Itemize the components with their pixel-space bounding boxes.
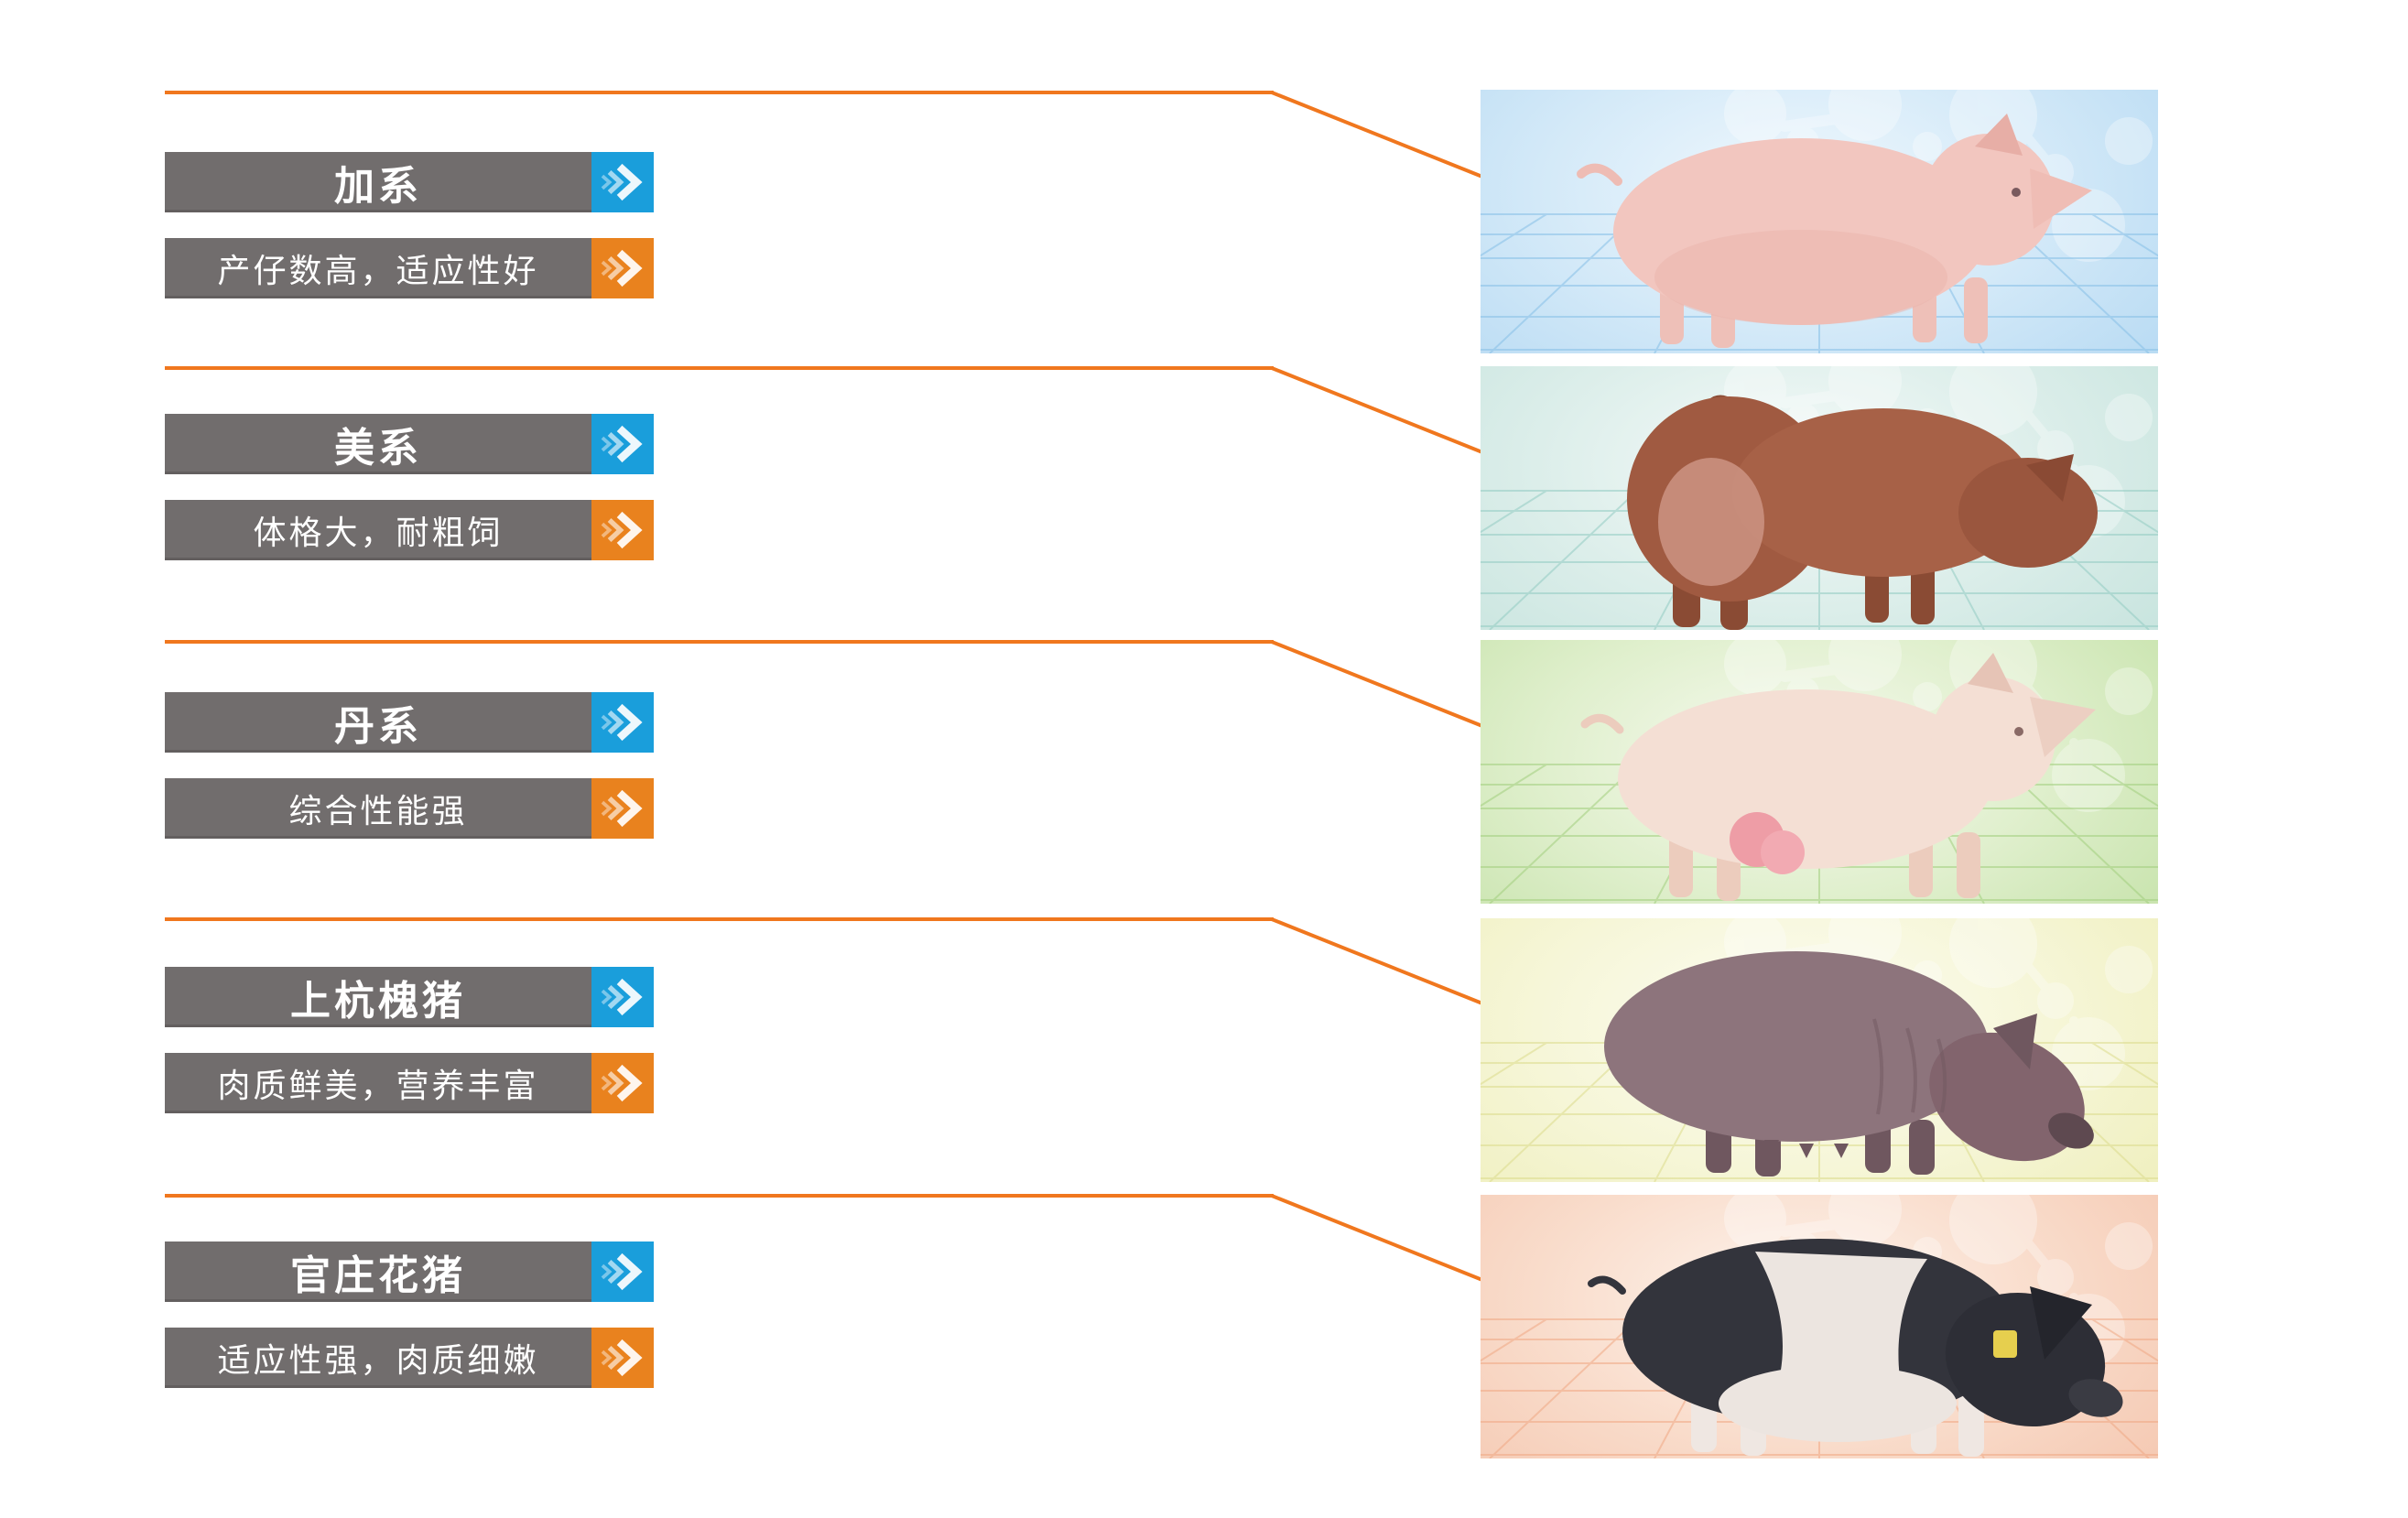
breed-title: 加系 (165, 152, 591, 212)
connector-line-horizontal (165, 366, 1274, 370)
connector-line-horizontal (165, 917, 1274, 921)
breed-desc: 适应性强，肉质细嫩 (165, 1328, 591, 1388)
breed-title-more-button[interactable] (591, 414, 654, 474)
breed-title-bar: 丹系 (165, 692, 654, 753)
breed-photo-panel (1481, 366, 2158, 630)
breed-desc-more-button[interactable] (591, 1328, 654, 1388)
breed-title-more-button[interactable] (591, 692, 654, 753)
breed-title-bar: 官庄花猪 (165, 1242, 654, 1302)
chevron-double-right-icon (596, 418, 649, 470)
breed-desc-bar: 综合性能强 (165, 778, 654, 839)
breed-desc: 综合性能强 (165, 778, 591, 839)
breed-title: 官庄花猪 (165, 1242, 591, 1302)
breed-desc: 肉质鲜美，营养丰富 (165, 1053, 591, 1113)
breed-title-bar: 加系 (165, 152, 654, 212)
connector-line-horizontal (165, 640, 1274, 644)
chevron-double-right-icon (596, 157, 649, 208)
pig-illustration (1585, 653, 2096, 901)
breed-photo-panel (1481, 1195, 2158, 1458)
breed-title-more-button[interactable] (591, 152, 654, 212)
chevron-double-right-icon (596, 243, 649, 294)
breed-title-bar: 美系 (165, 414, 654, 474)
chevron-double-right-icon (596, 697, 649, 748)
breed-desc-bar: 体格大，耐粗饲 (165, 500, 654, 560)
breed-photo-panel (1481, 90, 2158, 353)
pig-illustration (1627, 396, 2098, 630)
breed-title: 丹系 (165, 692, 591, 753)
connector-line-horizontal (165, 91, 1274, 94)
chevron-double-right-icon (596, 504, 649, 556)
pig-illustration (1581, 114, 2092, 348)
breed-title: 美系 (165, 414, 591, 474)
breed-desc-more-button[interactable] (591, 1053, 654, 1113)
chevron-double-right-icon (596, 971, 649, 1023)
breed-photo-panel (1481, 640, 2158, 904)
chevron-double-right-icon (596, 783, 649, 834)
breed-desc-bar: 产仔数高，适应性好 (165, 238, 654, 298)
chevron-double-right-icon (596, 1057, 649, 1109)
breed-desc-more-button[interactable] (591, 500, 654, 560)
breed-title-more-button[interactable] (591, 1242, 654, 1302)
breed-photo-panel (1481, 918, 2158, 1182)
breed-title-bar: 上杭槐猪 (165, 967, 654, 1027)
breed-desc-bar: 肉质鲜美，营养丰富 (165, 1053, 654, 1113)
chevron-double-right-icon (596, 1246, 649, 1297)
breed-title-more-button[interactable] (591, 967, 654, 1027)
chevron-double-right-icon (596, 1332, 649, 1383)
breed-desc-more-button[interactable] (591, 238, 654, 298)
breed-desc-bar: 适应性强，肉质细嫩 (165, 1328, 654, 1388)
pig-illustration (1604, 951, 2105, 1182)
breed-desc: 产仔数高，适应性好 (165, 238, 591, 298)
connector-line-horizontal (165, 1194, 1274, 1198)
breed-desc-more-button[interactable] (591, 778, 654, 839)
breed-desc: 体格大，耐粗饲 (165, 500, 591, 560)
breed-title: 上杭槐猪 (165, 967, 591, 1027)
